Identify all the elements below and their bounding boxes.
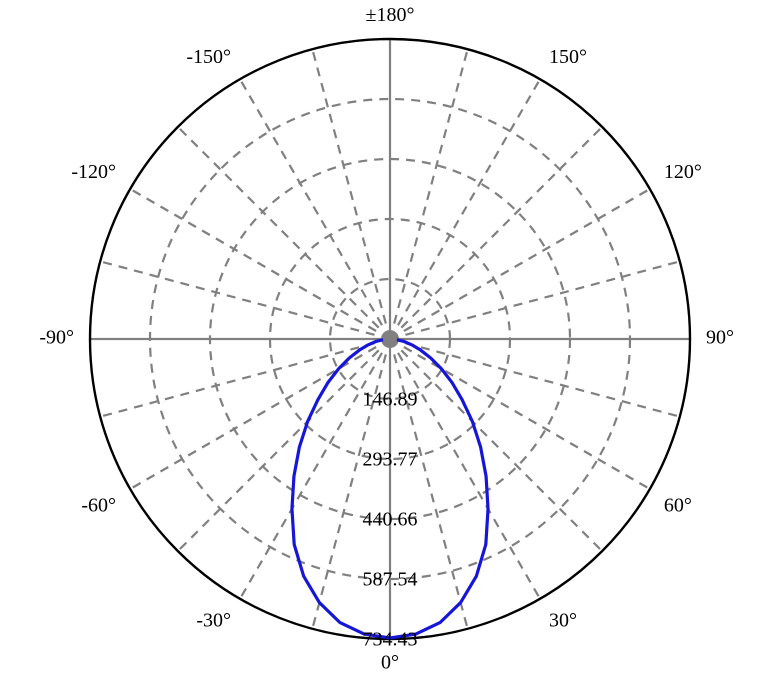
- radial-label: 587.54: [363, 569, 418, 591]
- radial-label: 440.66: [363, 509, 418, 531]
- angle-label: 60°: [664, 495, 692, 517]
- angle-label: ±180°: [366, 4, 415, 26]
- angle-label: -90°: [39, 327, 74, 349]
- angle-label: 30°: [549, 610, 577, 632]
- polar-chart: ±180° 150° 120° 90° 60° 30° 0° -30° -60° -90° -120…: [0, 0, 776, 695]
- radial-label: 146.89: [363, 389, 418, 411]
- angle-label: -150°: [186, 46, 231, 68]
- radial-label: 734.43: [363, 629, 418, 651]
- angle-label: 90°: [706, 327, 734, 349]
- radial-label: 293.77: [363, 449, 418, 471]
- angle-label: -60°: [81, 495, 116, 517]
- angle-label: 120°: [664, 161, 702, 183]
- angle-label: -120°: [71, 161, 116, 183]
- center-dot: [383, 332, 397, 346]
- angle-label: -30°: [196, 610, 231, 632]
- angle-label: 150°: [549, 46, 587, 68]
- angle-label: 0°: [381, 652, 399, 674]
